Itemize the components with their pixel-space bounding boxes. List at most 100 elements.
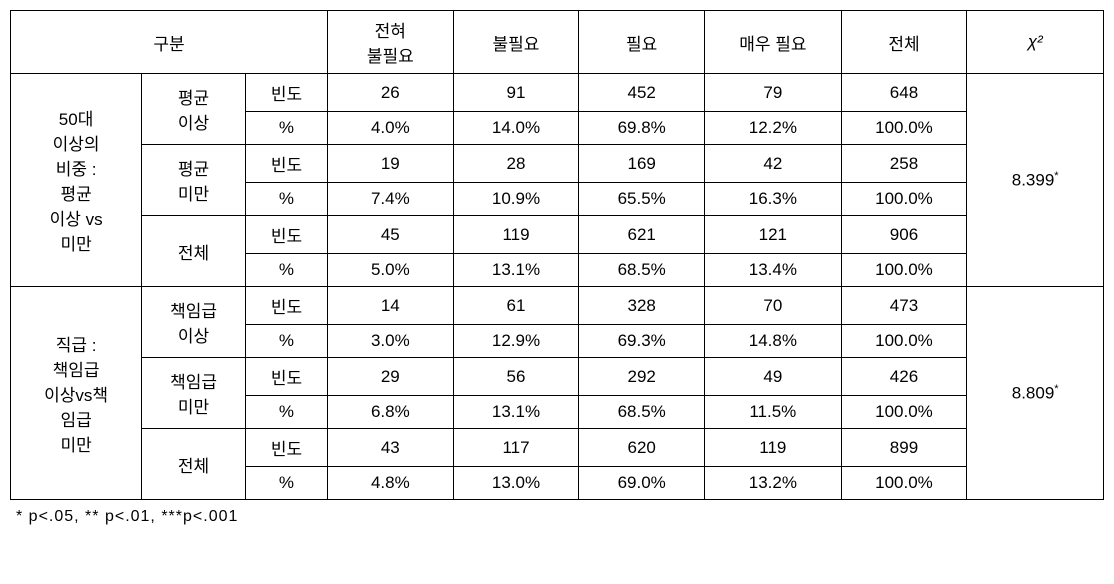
cell: 100.0% [841, 396, 967, 429]
cell: 13.1% [453, 254, 579, 287]
section2-group1-label: 책임급 이상 [142, 287, 246, 358]
section1-total-label: 전체 [142, 216, 246, 287]
section2-group2-label: 책임급 미만 [142, 358, 246, 429]
cell: 13.0% [453, 467, 579, 500]
header-col1: 전혀 불필요 [327, 11, 453, 74]
table-row: 전체 빈도 45 119 621 121 906 [11, 216, 1104, 254]
chi-value: 8.809 [1012, 383, 1055, 402]
cell: 452 [579, 74, 705, 112]
cell: 70 [705, 287, 842, 325]
cell: 13.4% [705, 254, 842, 287]
freq-label: 빈도 [245, 216, 327, 254]
cell: 620 [579, 429, 705, 467]
chi-value: 8.399 [1012, 170, 1055, 189]
table-row: 50대 이상의 비중 : 평균 이상 vs 미만 평균 이상 빈도 26 91 … [11, 74, 1104, 112]
freq-label: 빈도 [245, 358, 327, 396]
cell: 100.0% [841, 467, 967, 500]
cell: 4.8% [327, 467, 453, 500]
section1-label: 50대 이상의 비중 : 평균 이상 vs 미만 [11, 74, 142, 287]
freq-label: 빈도 [245, 287, 327, 325]
cell: 119 [705, 429, 842, 467]
cell: 79 [705, 74, 842, 112]
cell: 49 [705, 358, 842, 396]
freq-label: 빈도 [245, 429, 327, 467]
cell: 69.3% [579, 325, 705, 358]
section1-group1-label: 평균 이상 [142, 74, 246, 145]
cell: 43 [327, 429, 453, 467]
header-chi: χ² [967, 11, 1104, 74]
freq-label: 빈도 [245, 145, 327, 183]
cell: 100.0% [841, 254, 967, 287]
section1-chi: 8.399* [967, 74, 1104, 287]
header-gubun: 구분 [11, 11, 328, 74]
section2-total-label: 전체 [142, 429, 246, 500]
footnote: * p<.05, ** p<.01, ***p<.001 [10, 500, 1104, 526]
cell: 42 [705, 145, 842, 183]
cell: 119 [453, 216, 579, 254]
cell: 45 [327, 216, 453, 254]
cell: 473 [841, 287, 967, 325]
header-row: 구분 전혀 불필요 불필요 필요 매우 필요 전체 χ² [11, 11, 1104, 74]
table-row: 책임급 미만 빈도 29 56 292 49 426 [11, 358, 1104, 396]
cell: 121 [705, 216, 842, 254]
cell: 68.5% [579, 254, 705, 287]
table-row: 직급 : 책임급 이상vs책 임급 미만 책임급 이상 빈도 14 61 328… [11, 287, 1104, 325]
pct-label: % [245, 112, 327, 145]
cell: 10.9% [453, 183, 579, 216]
cell: 292 [579, 358, 705, 396]
cell: 906 [841, 216, 967, 254]
cell: 117 [453, 429, 579, 467]
header-col3: 필요 [579, 11, 705, 74]
cell: 169 [579, 145, 705, 183]
cell: 91 [453, 74, 579, 112]
section2-label: 직급 : 책임급 이상vs책 임급 미만 [11, 287, 142, 500]
pct-label: % [245, 467, 327, 500]
cell: 68.5% [579, 396, 705, 429]
header-col5: 전체 [841, 11, 967, 74]
cell: 69.8% [579, 112, 705, 145]
cell: 258 [841, 145, 967, 183]
cell: 16.3% [705, 183, 842, 216]
cell: 648 [841, 74, 967, 112]
cell: 65.5% [579, 183, 705, 216]
cell: 4.0% [327, 112, 453, 145]
cell: 61 [453, 287, 579, 325]
cell: 29 [327, 358, 453, 396]
cell: 13.2% [705, 467, 842, 500]
freq-label: 빈도 [245, 74, 327, 112]
cell: 11.5% [705, 396, 842, 429]
cell: 5.0% [327, 254, 453, 287]
cell: 14.8% [705, 325, 842, 358]
pct-label: % [245, 183, 327, 216]
cell: 12.2% [705, 112, 842, 145]
cell: 3.0% [327, 325, 453, 358]
cell: 56 [453, 358, 579, 396]
cell: 13.1% [453, 396, 579, 429]
chi-sup: * [1054, 383, 1058, 395]
header-col2: 불필요 [453, 11, 579, 74]
cell: 100.0% [841, 183, 967, 216]
cell: 19 [327, 145, 453, 183]
section2-chi: 8.809* [967, 287, 1104, 500]
cell: 14 [327, 287, 453, 325]
pct-label: % [245, 396, 327, 429]
pct-label: % [245, 254, 327, 287]
cell: 6.8% [327, 396, 453, 429]
crosstab-table: 구분 전혀 불필요 불필요 필요 매우 필요 전체 χ² 50대 이상의 비중 … [10, 10, 1104, 500]
cell: 100.0% [841, 112, 967, 145]
cell: 26 [327, 74, 453, 112]
table-row: 평균 미만 빈도 19 28 169 42 258 [11, 145, 1104, 183]
cell: 426 [841, 358, 967, 396]
header-col4: 매우 필요 [705, 11, 842, 74]
cell: 7.4% [327, 183, 453, 216]
cell: 899 [841, 429, 967, 467]
cell: 328 [579, 287, 705, 325]
table-row: 전체 빈도 43 117 620 119 899 [11, 429, 1104, 467]
cell: 14.0% [453, 112, 579, 145]
cell: 12.9% [453, 325, 579, 358]
pct-label: % [245, 325, 327, 358]
section1-group2-label: 평균 미만 [142, 145, 246, 216]
cell: 69.0% [579, 467, 705, 500]
cell: 28 [453, 145, 579, 183]
cell: 100.0% [841, 325, 967, 358]
